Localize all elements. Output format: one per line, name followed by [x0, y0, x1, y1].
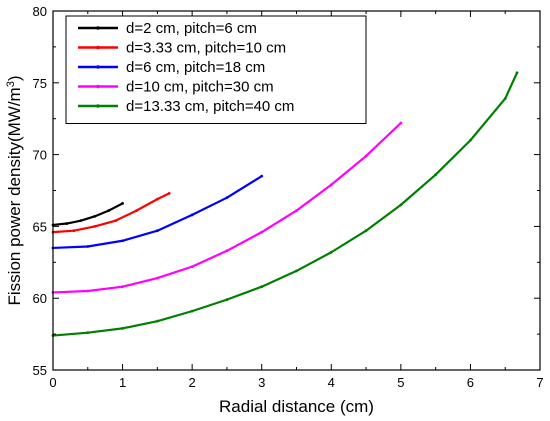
legend: d=2 cm, pitch=6 cm d=3.33 cm, pitch=10 cm…	[65, 15, 367, 124]
axis-ticks	[52, 10, 541, 371]
series-3-point	[260, 174, 264, 178]
x-tick-label: 5	[397, 375, 404, 390]
series-5-point	[155, 319, 159, 323]
legend-marker-5	[96, 104, 100, 108]
x-tick-label: 4	[328, 375, 335, 390]
series-4-point	[364, 154, 368, 158]
series-line-3	[52, 175, 263, 250]
series-line-2	[52, 192, 170, 234]
series-3-point	[190, 213, 194, 217]
y-tick-labels: 55 60 65 70 75 80	[33, 4, 47, 378]
series-4-point	[260, 230, 264, 234]
x-tick-label: 6	[467, 375, 474, 390]
series-2-point	[114, 219, 118, 223]
y-axis-title-superscript: 3	[5, 81, 17, 87]
x-tick-label: 0	[49, 375, 56, 390]
series-2-point	[167, 191, 171, 195]
series-line-1	[52, 202, 124, 227]
series-4-point	[155, 276, 159, 280]
legend-marker-3	[96, 65, 100, 69]
series-2-point	[93, 225, 97, 228]
series-3-point	[155, 229, 159, 233]
series-5-point	[295, 269, 298, 273]
legend-marker-1	[96, 26, 100, 30]
legend-label-5: d=13.33 cm, pitch=40 cm	[126, 98, 294, 115]
series-5-point	[225, 298, 229, 302]
x-axis-title: Radial distance (cm)	[219, 397, 374, 416]
series-4-point	[295, 209, 298, 213]
series-4-point	[190, 265, 194, 269]
plot-lines	[51, 71, 519, 337]
series-4-point	[399, 121, 403, 125]
legend-label-2: d=3.33 cm, pitch=10 cm	[126, 40, 286, 57]
series-1-point	[121, 202, 124, 205]
series-1-point	[79, 219, 83, 223]
x-tick-label: 2	[189, 375, 196, 390]
series-1-point	[65, 222, 69, 225]
x-tick-label: 7	[536, 375, 543, 390]
y-tick-label: 60	[33, 291, 47, 306]
y-axis-title: Fission power density(MW/m3)	[5, 75, 24, 305]
series-5-point	[329, 250, 333, 254]
legend-label-1: d=2 cm, pitch=6 cm	[126, 20, 257, 37]
series-5-point	[260, 285, 264, 289]
series-2-point	[72, 229, 76, 233]
series-4-point	[86, 289, 90, 293]
x-tick-labels: 0 1 2 3 4 5 6 7	[49, 375, 543, 390]
series-5-point	[190, 309, 194, 313]
y-tick-label: 65	[33, 219, 47, 234]
legend-marker-4	[96, 84, 100, 89]
series-5-point	[399, 203, 403, 207]
series-3-point	[86, 245, 90, 248]
series-4-point	[329, 183, 333, 187]
series-5-point	[503, 97, 507, 100]
series-3-point	[121, 239, 124, 243]
series-line-4	[52, 122, 402, 294]
series-5-point	[121, 326, 124, 330]
series-5-point	[469, 138, 472, 142]
x-tick-label: 3	[258, 375, 265, 390]
legend-label-3: d=6 cm, pitch=18 cm	[126, 59, 265, 76]
series-1-point	[93, 214, 97, 218]
series-5-point	[364, 229, 368, 233]
y-tick-label: 75	[33, 76, 47, 91]
y-tick-label: 80	[33, 4, 47, 19]
y-axis-title-main: Fission power density(MW/m	[5, 87, 24, 305]
series-4-point	[225, 249, 229, 253]
series-1-point	[107, 209, 111, 213]
x-tick-label: 1	[119, 375, 126, 390]
series-4-point	[121, 285, 124, 289]
series-5-point	[86, 331, 90, 335]
series-2-point	[155, 197, 159, 201]
series-2-point	[135, 209, 138, 213]
y-axis-title-tail: )	[5, 75, 24, 81]
y-tick-label: 70	[33, 148, 47, 163]
y-tick-label: 55	[33, 363, 47, 378]
legend-marker-2	[96, 45, 100, 50]
series-5-point	[434, 173, 438, 177]
series-5-point	[515, 71, 519, 75]
legend-label-4: d=10 cm, pitch=30 cm	[126, 79, 274, 96]
series-3-point	[225, 196, 229, 200]
